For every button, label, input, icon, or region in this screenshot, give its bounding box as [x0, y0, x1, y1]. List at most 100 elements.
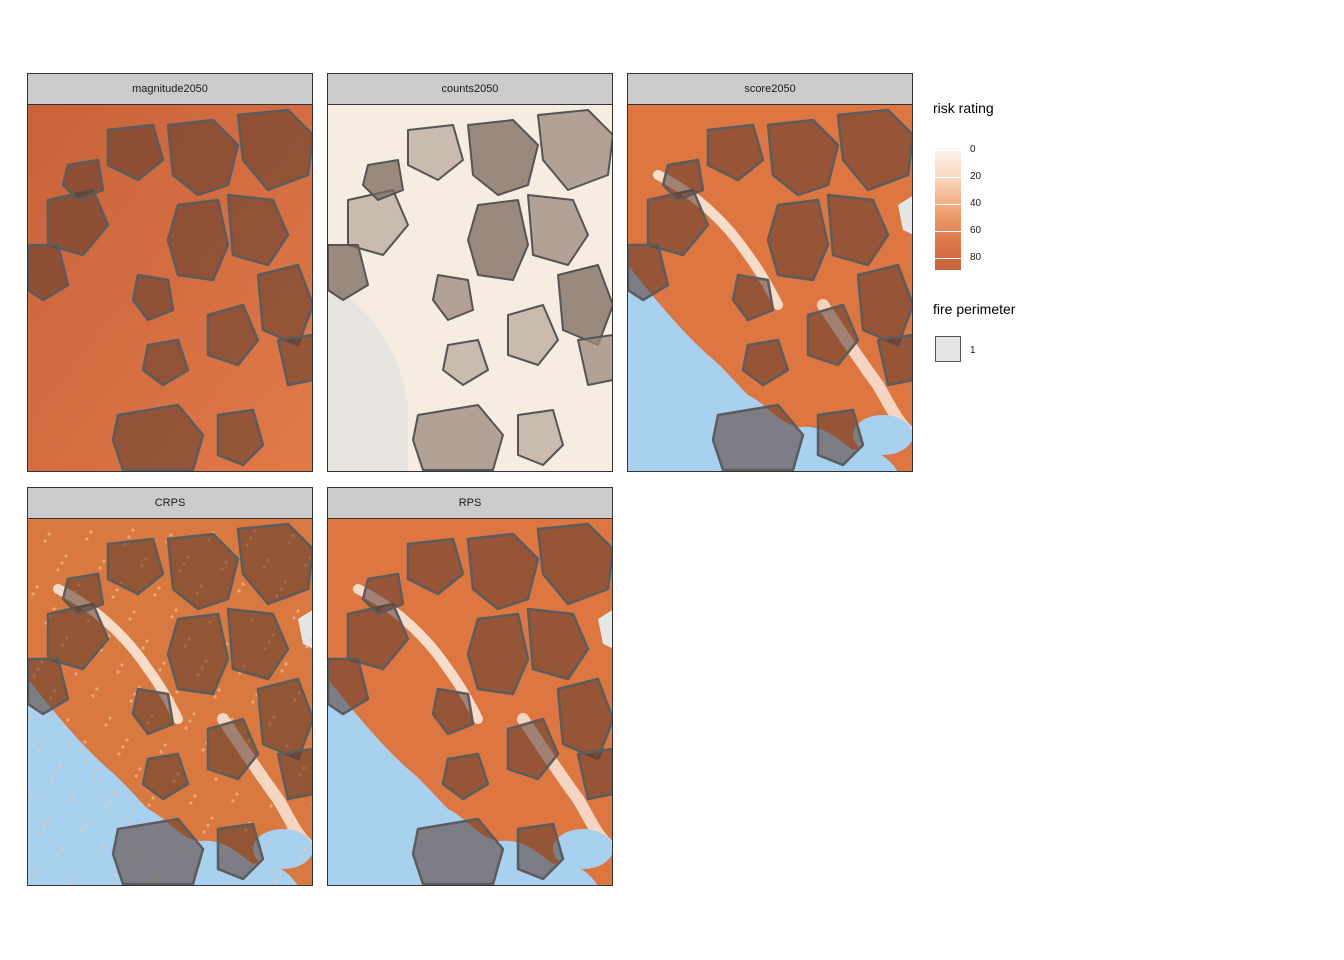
fire-perimeter-polygon — [276, 333, 312, 387]
texture-speckle — [141, 646, 145, 650]
fire-perimeter-polygon — [166, 118, 240, 197]
texture-speckle — [290, 819, 294, 823]
fire-perimeter-polygon — [328, 657, 370, 716]
texture-speckle — [260, 768, 264, 772]
fire-perimeter-polygon — [741, 338, 790, 387]
texture-speckle — [269, 804, 273, 808]
fire-perimeter-polygon — [526, 607, 590, 681]
fire-perimeter-polygon — [407, 124, 464, 181]
texture-speckle — [159, 750, 163, 754]
map-magnitude2050 — [27, 105, 313, 472]
texture-speckle — [237, 589, 241, 593]
texture-speckle — [38, 831, 42, 835]
risk-rating-legend-title: risk rating — [933, 100, 994, 116]
texture-speckle — [231, 799, 235, 803]
fire-perimeter-polygon — [836, 108, 912, 192]
texture-speckle — [79, 747, 83, 751]
texture-speckle — [109, 798, 113, 802]
texture-speckle — [274, 879, 278, 883]
facet-panel-score2050: score2050 — [627, 73, 913, 472]
facet-panel-rps: RPS — [327, 487, 613, 886]
texture-speckle — [108, 716, 112, 720]
fire-perimeter-key-label: 1 — [970, 345, 976, 356]
fire-perimeter-polygon — [467, 119, 539, 196]
fire-perimeter-polygon — [411, 817, 505, 885]
fire-perimeter-polygon — [141, 338, 190, 387]
texture-speckle — [198, 869, 202, 873]
map-score2050 — [627, 105, 913, 472]
fire-perimeter-polygon — [61, 572, 105, 616]
facet-panel-magnitude2050: magnitude2050 — [27, 73, 313, 472]
texture-speckle — [251, 700, 255, 704]
fire-perimeter-polygon — [628, 243, 670, 302]
fire-perimeter-polygon — [256, 263, 312, 347]
texture-speckle — [230, 717, 234, 721]
texture-speckle — [104, 723, 108, 727]
fire-perimeter-polygon — [557, 264, 612, 346]
texture-speckle — [34, 870, 38, 874]
texture-speckle — [114, 873, 118, 877]
texture-speckle — [120, 663, 124, 667]
texture-speckle — [116, 670, 120, 674]
texture-speckle — [170, 615, 174, 619]
fire-perimeter-polygon — [537, 109, 612, 191]
texture-speckle — [37, 749, 41, 753]
fire-perimeter-polygon — [226, 607, 290, 681]
texture-speckle — [105, 805, 109, 809]
fire-perimeter-polygon — [441, 752, 490, 801]
texture-speckle — [225, 642, 229, 646]
fire-perimeter-polygon — [826, 193, 890, 267]
fire-perimeter-polygon — [28, 243, 70, 302]
fire-perimeter-polygon — [166, 198, 230, 282]
texture-speckle — [284, 662, 288, 666]
fire-perimeter-polygon — [361, 572, 405, 616]
bay — [853, 415, 912, 455]
texture-speckle — [55, 853, 59, 857]
lake — [298, 610, 312, 649]
fire-perimeter-polygon — [442, 339, 489, 386]
texture-speckle — [52, 607, 56, 611]
texture-speckle — [292, 616, 296, 620]
texture-speckle — [85, 537, 89, 541]
texture-speckle — [59, 846, 63, 850]
texture-speckle — [91, 694, 95, 698]
texture-speckle — [147, 803, 151, 807]
texture-speckle — [128, 617, 132, 621]
texture-speckle — [192, 712, 196, 716]
texture-speckle — [278, 872, 282, 876]
texture-speckle — [145, 639, 149, 643]
fire-perimeter-polygon — [661, 158, 705, 202]
fire-perimeter-polygon — [466, 612, 530, 696]
texture-speckle — [193, 794, 197, 798]
fire-perimeter-polygon — [806, 303, 860, 367]
texture-speckle — [92, 776, 96, 780]
fire-perimeter-polygon — [166, 532, 240, 611]
texture-speckle — [277, 790, 281, 794]
risk-colorbar — [935, 148, 961, 270]
texture-speckle — [98, 566, 102, 570]
texture-speckle — [157, 586, 161, 590]
texture-speckle — [68, 882, 72, 885]
texture-speckle — [138, 767, 142, 771]
texture-speckle — [28, 713, 32, 717]
fire-perimeter-polygon — [236, 108, 312, 192]
fire-perimeter-polygon — [516, 822, 565, 881]
texture-speckle — [184, 726, 188, 730]
texture-speckle — [89, 530, 93, 534]
texture-speckle — [151, 796, 155, 800]
bay — [553, 829, 612, 869]
fire-perimeter-polygon — [166, 612, 230, 696]
texture-speckle — [127, 535, 131, 539]
texture-speckle — [30, 877, 34, 881]
texture-speckle — [60, 561, 64, 565]
texture-speckle — [80, 829, 84, 833]
facet-panel-crps: CRPS — [27, 487, 313, 886]
texture-speckle — [115, 588, 119, 592]
fire-perimeter-polygon — [131, 687, 175, 736]
water-shadow — [328, 285, 408, 471]
fire-perimeter-polygon — [206, 303, 260, 367]
texture-speckle — [102, 559, 106, 563]
texture-speckle — [113, 791, 117, 795]
texture-speckle — [188, 719, 192, 723]
texture-speckle — [46, 817, 50, 821]
